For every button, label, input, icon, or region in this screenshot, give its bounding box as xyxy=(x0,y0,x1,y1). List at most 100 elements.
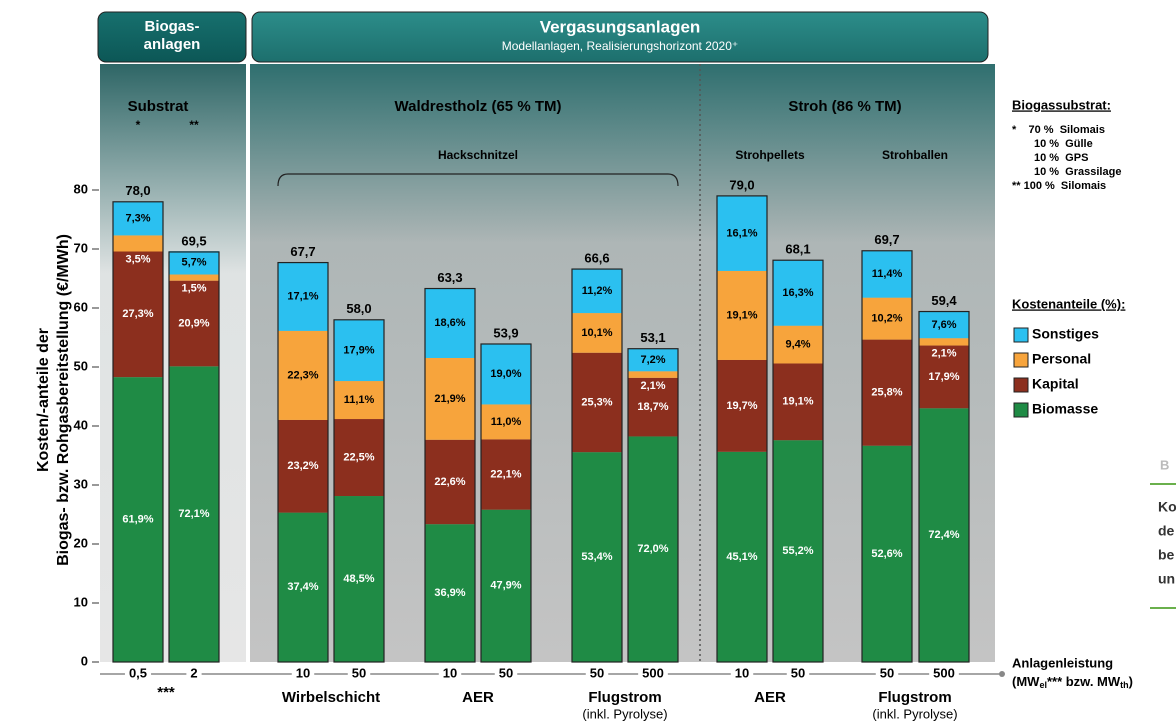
x-tick-bg xyxy=(291,665,315,681)
segment-label: 17,1% xyxy=(287,291,318,303)
bar-segment xyxy=(425,524,475,662)
bar-segment xyxy=(113,201,163,236)
total-label: 78,0 xyxy=(125,183,150,198)
bar-segment xyxy=(572,313,622,353)
bar-segment xyxy=(628,377,678,437)
y-tick-label: 50 xyxy=(74,358,88,373)
bar-segment xyxy=(919,345,969,409)
x-title-part: th xyxy=(1120,680,1129,690)
segment-label: 10,2% xyxy=(871,313,902,325)
segment-label: 3,5% xyxy=(125,253,150,265)
bar-segment xyxy=(919,408,969,662)
x-tick-label: 500 xyxy=(933,665,955,680)
bar-outline xyxy=(716,195,768,663)
bar-segment xyxy=(572,269,622,314)
bar-segment xyxy=(278,262,328,331)
segment-label: 11,0% xyxy=(491,416,522,428)
x-tick-label: 50 xyxy=(352,665,366,680)
segment-label: 18,6% xyxy=(434,317,465,329)
substrate-line: ** 100 % Silomais xyxy=(1012,180,1106,192)
bar-segment xyxy=(773,363,823,441)
bar-segment xyxy=(113,235,163,252)
header-text: anlagen xyxy=(144,36,201,53)
segment-label: 19,1% xyxy=(782,396,813,408)
bar-outline xyxy=(571,268,623,663)
x-tick-label: 500 xyxy=(642,665,664,680)
legend-label: Kapital xyxy=(1032,376,1079,392)
header-gasification xyxy=(251,11,989,63)
total-label: 53,9 xyxy=(493,325,518,340)
section-label: Hackschnitzel xyxy=(438,148,518,162)
bar-segment xyxy=(572,352,622,453)
bar-outline xyxy=(333,319,385,663)
total-label: 59,4 xyxy=(931,293,957,308)
bar-segment xyxy=(278,512,328,662)
bracket xyxy=(277,173,679,187)
bar-segment xyxy=(334,496,384,662)
bar-segment xyxy=(572,452,622,662)
group-label: Flugstrom xyxy=(588,689,661,706)
axis-end xyxy=(999,671,1005,677)
segment-label: 53,4% xyxy=(581,551,612,563)
segment-label: 25,3% xyxy=(581,396,612,408)
section-label: Strohpellets xyxy=(735,148,805,162)
segment-label: 19,7% xyxy=(726,400,757,412)
bar-segment xyxy=(334,319,384,382)
total-label: 63,3 xyxy=(437,270,462,285)
segment-label: 2,1% xyxy=(931,347,956,359)
y-title: Biogas- bzw. Rohgasbereitstellung (€/MWh… xyxy=(55,234,72,566)
bar-outline xyxy=(168,251,220,663)
y-tick-label: 40 xyxy=(74,417,88,432)
substrate-line: 10 % GPS xyxy=(1034,152,1088,164)
x-tick-label: 10 xyxy=(735,665,749,680)
side-panel xyxy=(1150,440,1176,640)
segment-label: 72,4% xyxy=(928,529,959,541)
y-tick-label: 0 xyxy=(81,653,88,668)
legend-label: Sonstiges xyxy=(1032,326,1099,342)
bar-segment xyxy=(425,439,475,525)
x-tick-label: 10 xyxy=(296,665,310,680)
bar-segment xyxy=(481,343,531,405)
y-tick-label: 10 xyxy=(74,594,88,609)
bar-outline xyxy=(112,201,164,663)
segment-label: 45,1% xyxy=(726,551,757,563)
segment-label: 36,9% xyxy=(434,587,465,599)
segment-label: 1,5% xyxy=(181,283,206,295)
bar-segment xyxy=(113,251,163,378)
segment-label: 22,6% xyxy=(434,476,465,488)
legend-title: Kostenanteile (%): xyxy=(1012,296,1125,311)
legend-swatch xyxy=(1013,402,1029,418)
bar-outline xyxy=(480,343,532,663)
bar-segment xyxy=(773,260,823,326)
total-label: 53,1 xyxy=(640,330,665,345)
bar-segment xyxy=(628,436,678,662)
group-label: Flugstrom xyxy=(878,689,951,706)
segment-label: 11,4% xyxy=(872,268,903,280)
segment-label: 19,0% xyxy=(490,368,521,380)
x-tick-label: 50 xyxy=(880,665,894,680)
segment-label: 19,1% xyxy=(726,309,757,321)
y-tick-label: 30 xyxy=(74,476,88,491)
y-tick-label: 70 xyxy=(74,240,88,255)
bar-segment xyxy=(628,348,678,372)
bar-segment xyxy=(628,371,678,378)
bar-segment xyxy=(862,445,912,662)
total-label: 58,0 xyxy=(346,301,371,316)
segment-label: 72,1% xyxy=(178,508,209,520)
bar-segment xyxy=(919,311,969,339)
group-note: (inkl. Pyrolyse) xyxy=(582,706,667,721)
bar-segment xyxy=(334,419,384,497)
group-label: *** xyxy=(157,684,175,701)
x-tick-bg xyxy=(786,665,810,681)
group-label: Wirbelschicht xyxy=(282,689,380,706)
x-tick-bg xyxy=(875,665,899,681)
segment-label: 20,9% xyxy=(178,317,209,329)
segment-label: 52,6% xyxy=(871,548,902,560)
substrate-title: Biogassubstrat: xyxy=(1012,97,1111,112)
header-biogas xyxy=(97,11,247,63)
total-label: 79,0 xyxy=(729,177,754,192)
bar-segment xyxy=(334,381,384,420)
bar-outline xyxy=(627,348,679,663)
segment-label: 47,9% xyxy=(490,580,521,592)
